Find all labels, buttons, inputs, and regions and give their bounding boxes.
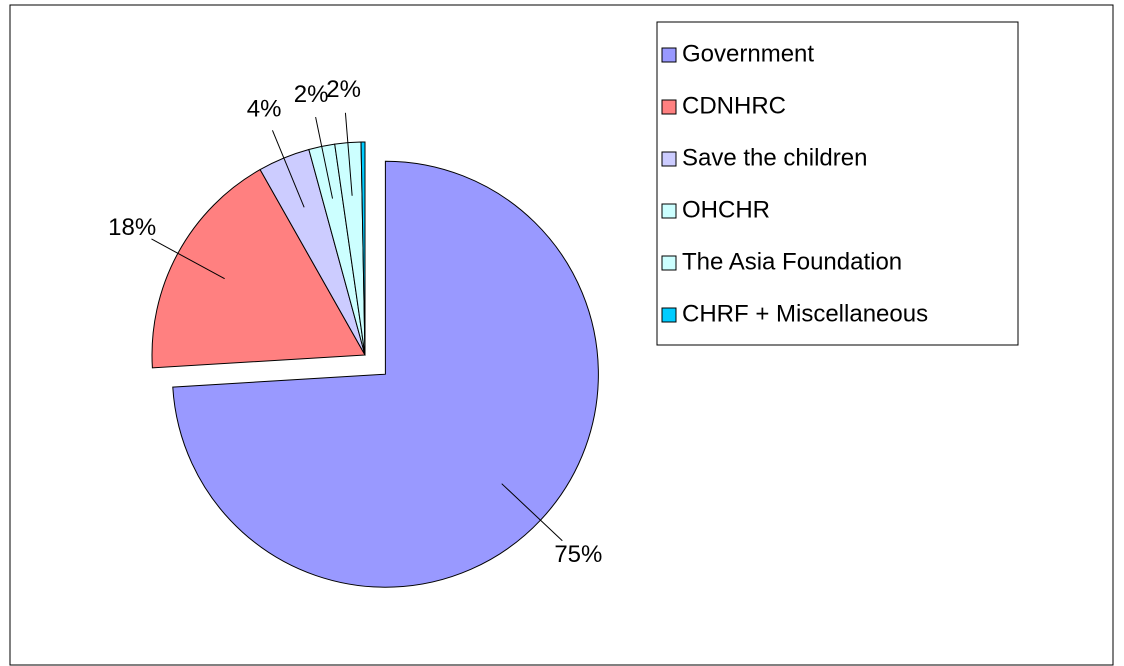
data-label: 18% xyxy=(108,214,156,241)
data-label: 4% xyxy=(247,95,282,122)
legend-label: OHCHR xyxy=(682,196,770,223)
legend-swatch xyxy=(661,307,677,323)
legend-swatch xyxy=(661,203,677,219)
legend-swatch xyxy=(661,151,677,167)
leader-line xyxy=(271,130,305,208)
legend-label: CDNHRC xyxy=(682,92,786,119)
data-label: 75% xyxy=(554,541,602,568)
leader-line xyxy=(151,238,225,280)
legend-label: Government xyxy=(682,40,814,67)
leader-line xyxy=(315,116,334,199)
legend-swatch xyxy=(661,47,677,63)
legend-box xyxy=(656,21,1019,346)
legend-label: CHRF + Miscellaneous xyxy=(682,300,928,327)
pie-slice xyxy=(360,141,366,356)
legend-swatch xyxy=(661,255,677,271)
legend-label: Save the children xyxy=(682,144,867,171)
leader-line xyxy=(501,483,563,542)
legend-swatch xyxy=(661,99,677,115)
legend-label: The Asia Foundation xyxy=(682,248,902,275)
data-label: 2% xyxy=(326,76,361,103)
data-label: 2% xyxy=(294,81,329,108)
leader-line xyxy=(344,112,353,196)
